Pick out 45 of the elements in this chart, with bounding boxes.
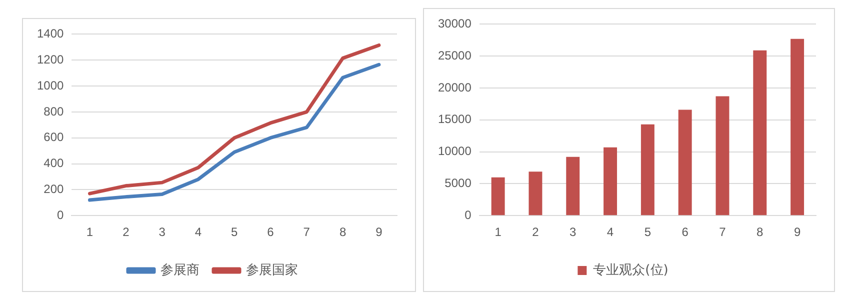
bar xyxy=(491,177,505,216)
y-tick-label: 10000 xyxy=(438,144,472,158)
bar xyxy=(790,38,804,216)
x-tick-label: 6 xyxy=(267,225,274,240)
y-tick-label: 0 xyxy=(464,208,472,222)
x-tick-label: 1 xyxy=(86,225,94,240)
x-tick-label: 9 xyxy=(376,225,383,240)
y-tick-label: 0 xyxy=(57,208,64,222)
bar xyxy=(604,147,618,216)
x-tick-label: 1 xyxy=(494,225,502,240)
y-tick-label: 25000 xyxy=(438,48,472,62)
x-tick-label: 5 xyxy=(231,225,238,240)
x-tick-label: 3 xyxy=(570,225,577,240)
y-tick-label: 5000 xyxy=(444,176,472,190)
y-tick-label: 30000 xyxy=(438,16,472,31)
y-tick-label: 1000 xyxy=(36,78,64,92)
x-tick-label: 2 xyxy=(532,225,540,240)
x-tick-label: 6 xyxy=(682,225,689,240)
legend-label: 专业观众(位) xyxy=(593,262,668,278)
y-tick-label: 600 xyxy=(44,130,64,144)
legend-label: 参展商 xyxy=(160,262,200,278)
y-tick-label: 20000 xyxy=(438,80,472,94)
bar xyxy=(678,110,692,216)
y-tick-label: 200 xyxy=(44,182,64,196)
y-tick-label: 1200 xyxy=(36,52,64,66)
x-tick-label: 3 xyxy=(158,225,166,240)
y-tick-label: 400 xyxy=(44,156,64,170)
x-tick-label: 7 xyxy=(719,225,726,240)
x-tick-label: 8 xyxy=(339,225,346,240)
y-tick-label: 800 xyxy=(44,104,64,118)
x-tick-label: 8 xyxy=(756,225,764,240)
x-tick-label: 4 xyxy=(194,225,202,240)
y-tick-label: 15000 xyxy=(438,112,472,126)
x-tick-label: 9 xyxy=(794,225,801,240)
bar xyxy=(716,96,730,216)
bar xyxy=(640,124,654,216)
bar xyxy=(528,172,542,216)
y-tick-label: 1400 xyxy=(36,26,64,41)
x-tick-label: 5 xyxy=(644,225,652,240)
legend-label: 参展国家 xyxy=(246,262,298,278)
x-tick-label: 4 xyxy=(606,225,614,240)
bar xyxy=(753,50,767,216)
x-tick-label: 2 xyxy=(122,225,130,240)
bar xyxy=(566,156,580,216)
x-tick-label: 7 xyxy=(303,225,310,240)
